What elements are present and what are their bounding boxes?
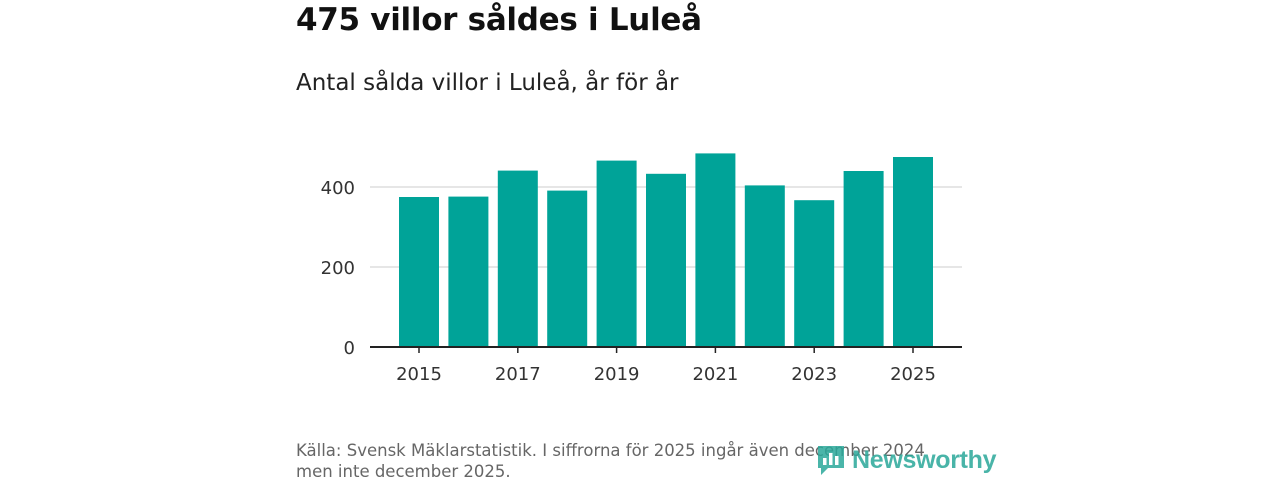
source-note: Källa: Svensk Mäklarstatistik. I siffror… — [296, 440, 956, 482]
bar-2015 — [399, 197, 439, 347]
bar-2022 — [744, 185, 785, 347]
y-tick-label: 400 — [321, 178, 355, 199]
bar-chart: 0 200 400 2015 2017 2019 2021 2023 2025 — [321, 153, 962, 385]
chart-subtitle: Antal sålda villor i Luleå, år för år — [296, 70, 679, 96]
newsworthy-logo: Newsworthy — [816, 444, 997, 476]
x-tick-label: 2021 — [692, 364, 738, 385]
source-line-1: Källa: Svensk Mäklarstatistik. I siffror… — [296, 441, 925, 460]
x-tick-label: 2019 — [594, 364, 640, 385]
bar-chart-speech-icon — [818, 446, 844, 475]
bar-2024 — [843, 171, 884, 347]
chart-title: 475 villor såldes i Luleå — [296, 2, 702, 38]
bar-2020 — [646, 173, 686, 347]
bars — [399, 153, 933, 347]
x-tick-label: 2015 — [396, 364, 442, 385]
y-tick-label: 0 — [344, 338, 355, 359]
bar-2018 — [547, 190, 588, 347]
x-tick-label: 2017 — [495, 364, 541, 385]
bar-2021 — [695, 153, 736, 347]
source-line-2: men inte december 2025. — [296, 462, 511, 481]
bar-2019 — [596, 160, 637, 347]
bar-2017 — [497, 170, 538, 347]
x-tick-label: 2023 — [791, 364, 837, 385]
x-tick-label: 2025 — [890, 364, 936, 385]
logo-text: Newsworthy — [852, 445, 997, 474]
bar-2025 — [893, 157, 933, 347]
bar-2023 — [794, 200, 835, 347]
x-axis-ticks: 2015 2017 2019 2021 2023 2025 — [396, 347, 936, 385]
y-tick-label: 200 — [321, 258, 355, 279]
bar-2016 — [448, 196, 489, 347]
y-axis-ticks: 0 200 400 — [321, 178, 355, 359]
